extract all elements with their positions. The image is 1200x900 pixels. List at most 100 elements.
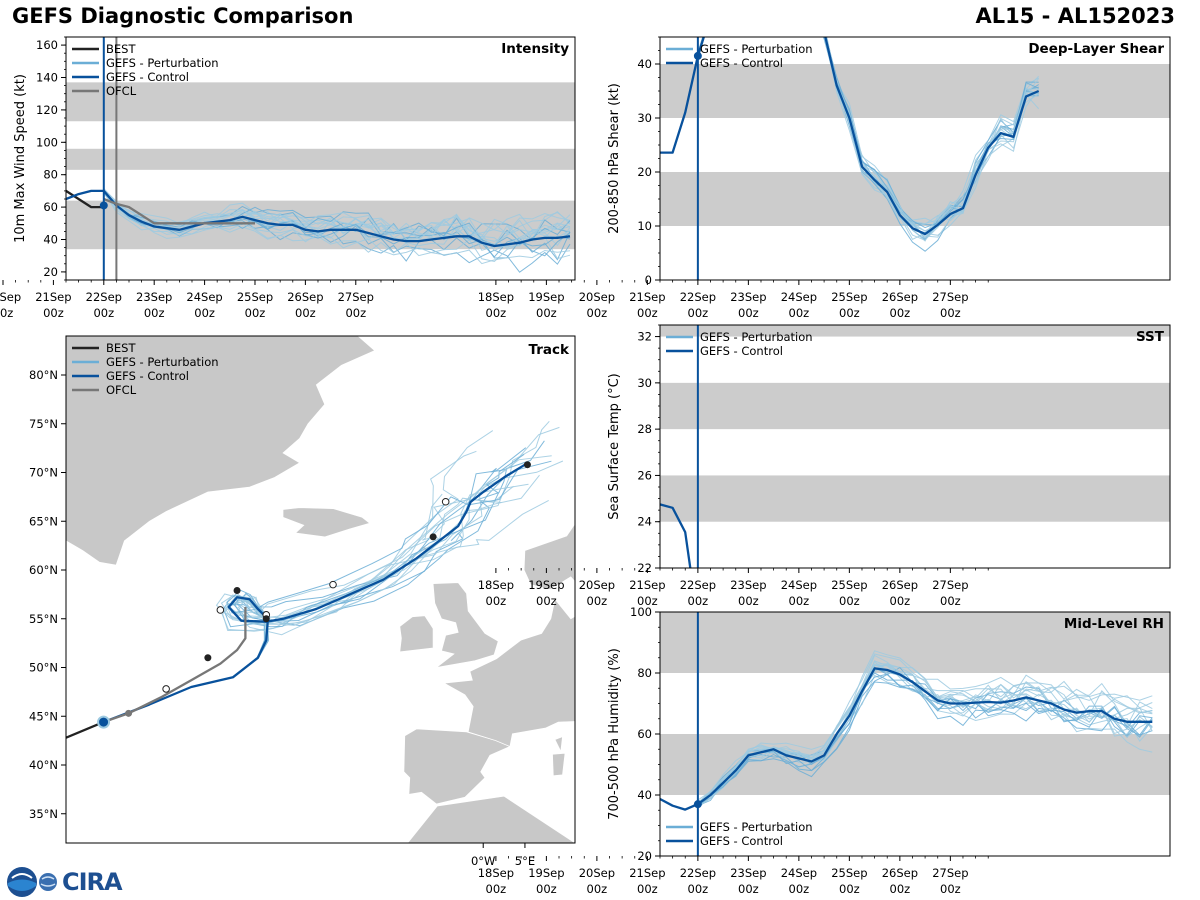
rh-xtick-day-label: 20Sep <box>579 866 615 880</box>
intensity-perturbation-line <box>103 191 571 245</box>
sst-xtick-day-label: 22Sep <box>680 578 716 592</box>
rh-xtick-hour-label: 00z <box>637 882 658 896</box>
rh-xtick-hour-label: 00z <box>789 882 810 896</box>
track-00z-marker <box>216 606 225 614</box>
rh-xtick-day-label: 25Sep <box>831 866 867 880</box>
intensity-ytick-label: 120 <box>36 103 58 117</box>
track-12z-marker <box>523 461 531 469</box>
sst-xtick-day-label: 25Sep <box>831 578 867 592</box>
sst-xtick-hour-label: 00z <box>789 594 810 608</box>
intensity-xtick-day-label: 23Sep <box>136 290 172 304</box>
intensity-xtick-day-label: 27Sep <box>338 290 374 304</box>
intensity-ytick-label: 40 <box>43 233 58 247</box>
track-00z-marker <box>441 497 450 506</box>
track-lat-label: 70°N <box>29 466 58 480</box>
shear-xtick-day-label: 20Sep <box>579 290 615 304</box>
rh-xtick-day-label: 22Sep <box>680 866 716 880</box>
sst-xtick-hour-label: 00z <box>486 594 507 608</box>
intensity-band-2 <box>66 82 575 122</box>
shear-xtick-hour-label: 00z <box>940 306 961 320</box>
rh-xtick-day-label: 18Sep <box>478 866 514 880</box>
cira-logo-text: CIRA <box>62 868 123 896</box>
shear-xtick-hour-label: 00z <box>486 306 507 320</box>
intensity-xtick-day-label: 24Sep <box>186 290 222 304</box>
rh-perturbation-line <box>697 660 1153 804</box>
rh-xtick-hour-label: 00z <box>738 882 759 896</box>
rh-perturbation-line <box>697 673 1153 806</box>
chart-shear: 0 10 20 30 40 18Sep 00z 19Sep 00z 20Sep 00z 21Sep 00… <box>478 36 1171 320</box>
intensity-xtick-hour-label: 00z <box>194 306 215 320</box>
storm-id-title: AL15 - AL152023 <box>975 4 1176 28</box>
track-lat-label: 50°N <box>29 661 58 675</box>
sst-ytick-label: 26 <box>637 468 652 482</box>
sst-xtick-hour-label: 00z <box>890 594 911 608</box>
shear-xtick-day-label: 27Sep <box>932 290 968 304</box>
sst-xtick-hour-label: 00z <box>637 594 658 608</box>
shear-band-0 <box>660 172 1170 226</box>
track-legend-label: BEST <box>106 341 136 355</box>
shear-plot-area <box>660 37 1170 280</box>
sst-xtick-day-label: 23Sep <box>730 578 766 592</box>
shear-xtick-hour-label: 00z <box>536 306 557 320</box>
corsica-land <box>554 736 563 753</box>
sst-plot-area <box>660 325 1170 568</box>
intensity-ytick-label: 140 <box>36 71 58 85</box>
rh-xtick-day-label: 26Sep <box>882 866 918 880</box>
intensity-legend-label: OFCL <box>106 84 137 98</box>
sst-xtick-day-label: 19Sep <box>528 578 564 592</box>
sst-xtick-hour-label: 00z <box>839 594 860 608</box>
rh-ytick-label: 20 <box>637 849 652 863</box>
shear-xtick-hour-label: 00z <box>738 306 759 320</box>
track-lon-label: 5°E <box>515 854 535 868</box>
intensity-band-1 <box>66 148 575 170</box>
rh-xtick-day-label: 21Sep <box>629 866 665 880</box>
track-12z-marker <box>262 615 270 623</box>
sst-xtick-day-label: 27Sep <box>932 578 968 592</box>
rh-xtick-day-label: 24Sep <box>781 866 817 880</box>
shear-xtick-hour-label: 00z <box>587 306 608 320</box>
intensity-xtick-day-label: 21Sep <box>35 290 71 304</box>
shear-ytick-label: 40 <box>637 57 652 71</box>
shear-ylabel: 200-850 hPa Shear (kt) <box>607 83 622 234</box>
ireland-land <box>399 615 434 653</box>
rh-xtick-hour-label: 00z <box>839 882 860 896</box>
rh-xtick-hour-label: 00z <box>940 882 961 896</box>
track-ofcl-marker <box>125 709 133 717</box>
intensity-ytick-label: 60 <box>43 200 58 214</box>
track-12z-marker <box>429 533 437 541</box>
sst-xtick-hour-label: 00z <box>536 594 557 608</box>
track-lat-label: 35°N <box>29 807 58 821</box>
intensity-xtick-hour-label: 00z <box>345 306 366 320</box>
sst-ytick-label: 28 <box>637 422 652 436</box>
shear-xtick-day-label: 18Sep <box>478 290 514 304</box>
sst-xtick-hour-label: 00z <box>688 594 709 608</box>
intensity-xtick-hour-label: 00z <box>93 306 114 320</box>
continental-europe-land <box>407 523 575 843</box>
rh-xtick-day-label: 27Sep <box>932 866 968 880</box>
noaa-logo-icon <box>7 867 37 897</box>
intensity-ytick-label: 100 <box>36 135 58 149</box>
rh-legend-label: GEFS - Control <box>700 834 783 848</box>
intensity-ofcl-line <box>103 197 255 225</box>
sst-ytick-label: 24 <box>637 515 652 529</box>
shear-xtick-hour-label: 00z <box>789 306 810 320</box>
rh-band-1 <box>660 612 1170 673</box>
shear-current-marker <box>693 51 702 60</box>
sst-xtick-hour-label: 00z <box>940 594 961 608</box>
track-legend-label: OFCL <box>106 383 137 397</box>
rh-ytick-label: 60 <box>637 727 652 741</box>
cira-logo: CIRA <box>6 866 123 898</box>
intensity-xtick-day-label: 22Sep <box>86 290 122 304</box>
shear-perturbation-line <box>697 37 1039 229</box>
track-perturbation-line <box>103 493 443 723</box>
cira-globe-icon <box>39 873 57 891</box>
intensity-legend-label: BEST <box>106 42 136 56</box>
shear-ytick-label: 30 <box>637 111 652 125</box>
sst-band-1 <box>660 382 1170 430</box>
sst-band-0 <box>660 475 1170 522</box>
intensity-plot-area <box>66 37 575 280</box>
intensity-xtick-day-label: 26Sep <box>287 290 323 304</box>
rh-xtick-day-label: 23Sep <box>730 866 766 880</box>
track-lat-label: 40°N <box>29 758 58 772</box>
